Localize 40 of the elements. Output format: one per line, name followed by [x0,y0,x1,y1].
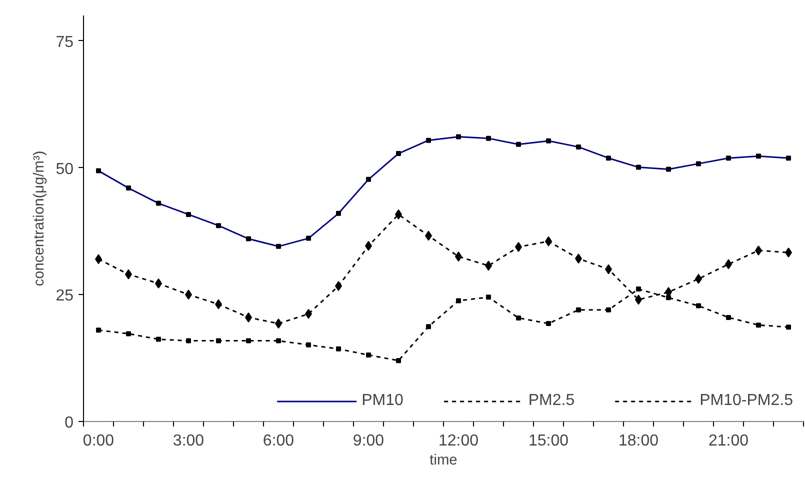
point [696,303,701,308]
x-tick-label: 12:00 [438,432,479,450]
point [306,342,311,348]
point [366,352,371,358]
point [216,338,221,344]
point [756,322,761,328]
point [126,331,131,336]
x-tick-label: 15:00 [528,432,569,450]
point [546,321,551,326]
point [516,315,521,320]
point [576,307,581,312]
point [486,294,491,300]
point [786,324,791,330]
point [186,338,191,344]
x-tick-label: 9:00 [352,432,384,450]
point [726,314,731,320]
point [276,338,281,344]
point [96,328,101,333]
x-tick-label: 3:00 [172,432,204,450]
x-tick-label: 18:00 [618,432,659,450]
y-tick-label: 25 [56,288,74,305]
point [606,307,611,312]
y-tick-label: 50 [56,160,74,178]
point [396,358,401,364]
x-axis-title: time [430,452,458,468]
legend-label: PM10 [362,392,404,410]
point [156,336,161,342]
point [336,346,341,352]
y-tick-label: 75 [56,34,74,51]
point [246,338,251,344]
legend-label: PM2.5 [528,392,575,410]
y-tick-label: 0 [64,414,74,432]
point [636,286,641,292]
x-tick-label: 0:00 [82,432,114,450]
x-tick-label: 6:00 [262,432,294,450]
y-axis-title: concentration(μg/m³) [32,150,48,286]
x-tick-label: 21:00 [708,432,749,450]
point [456,298,461,304]
legend-label: PM10-PM2.5 [700,392,793,410]
point [426,324,431,330]
